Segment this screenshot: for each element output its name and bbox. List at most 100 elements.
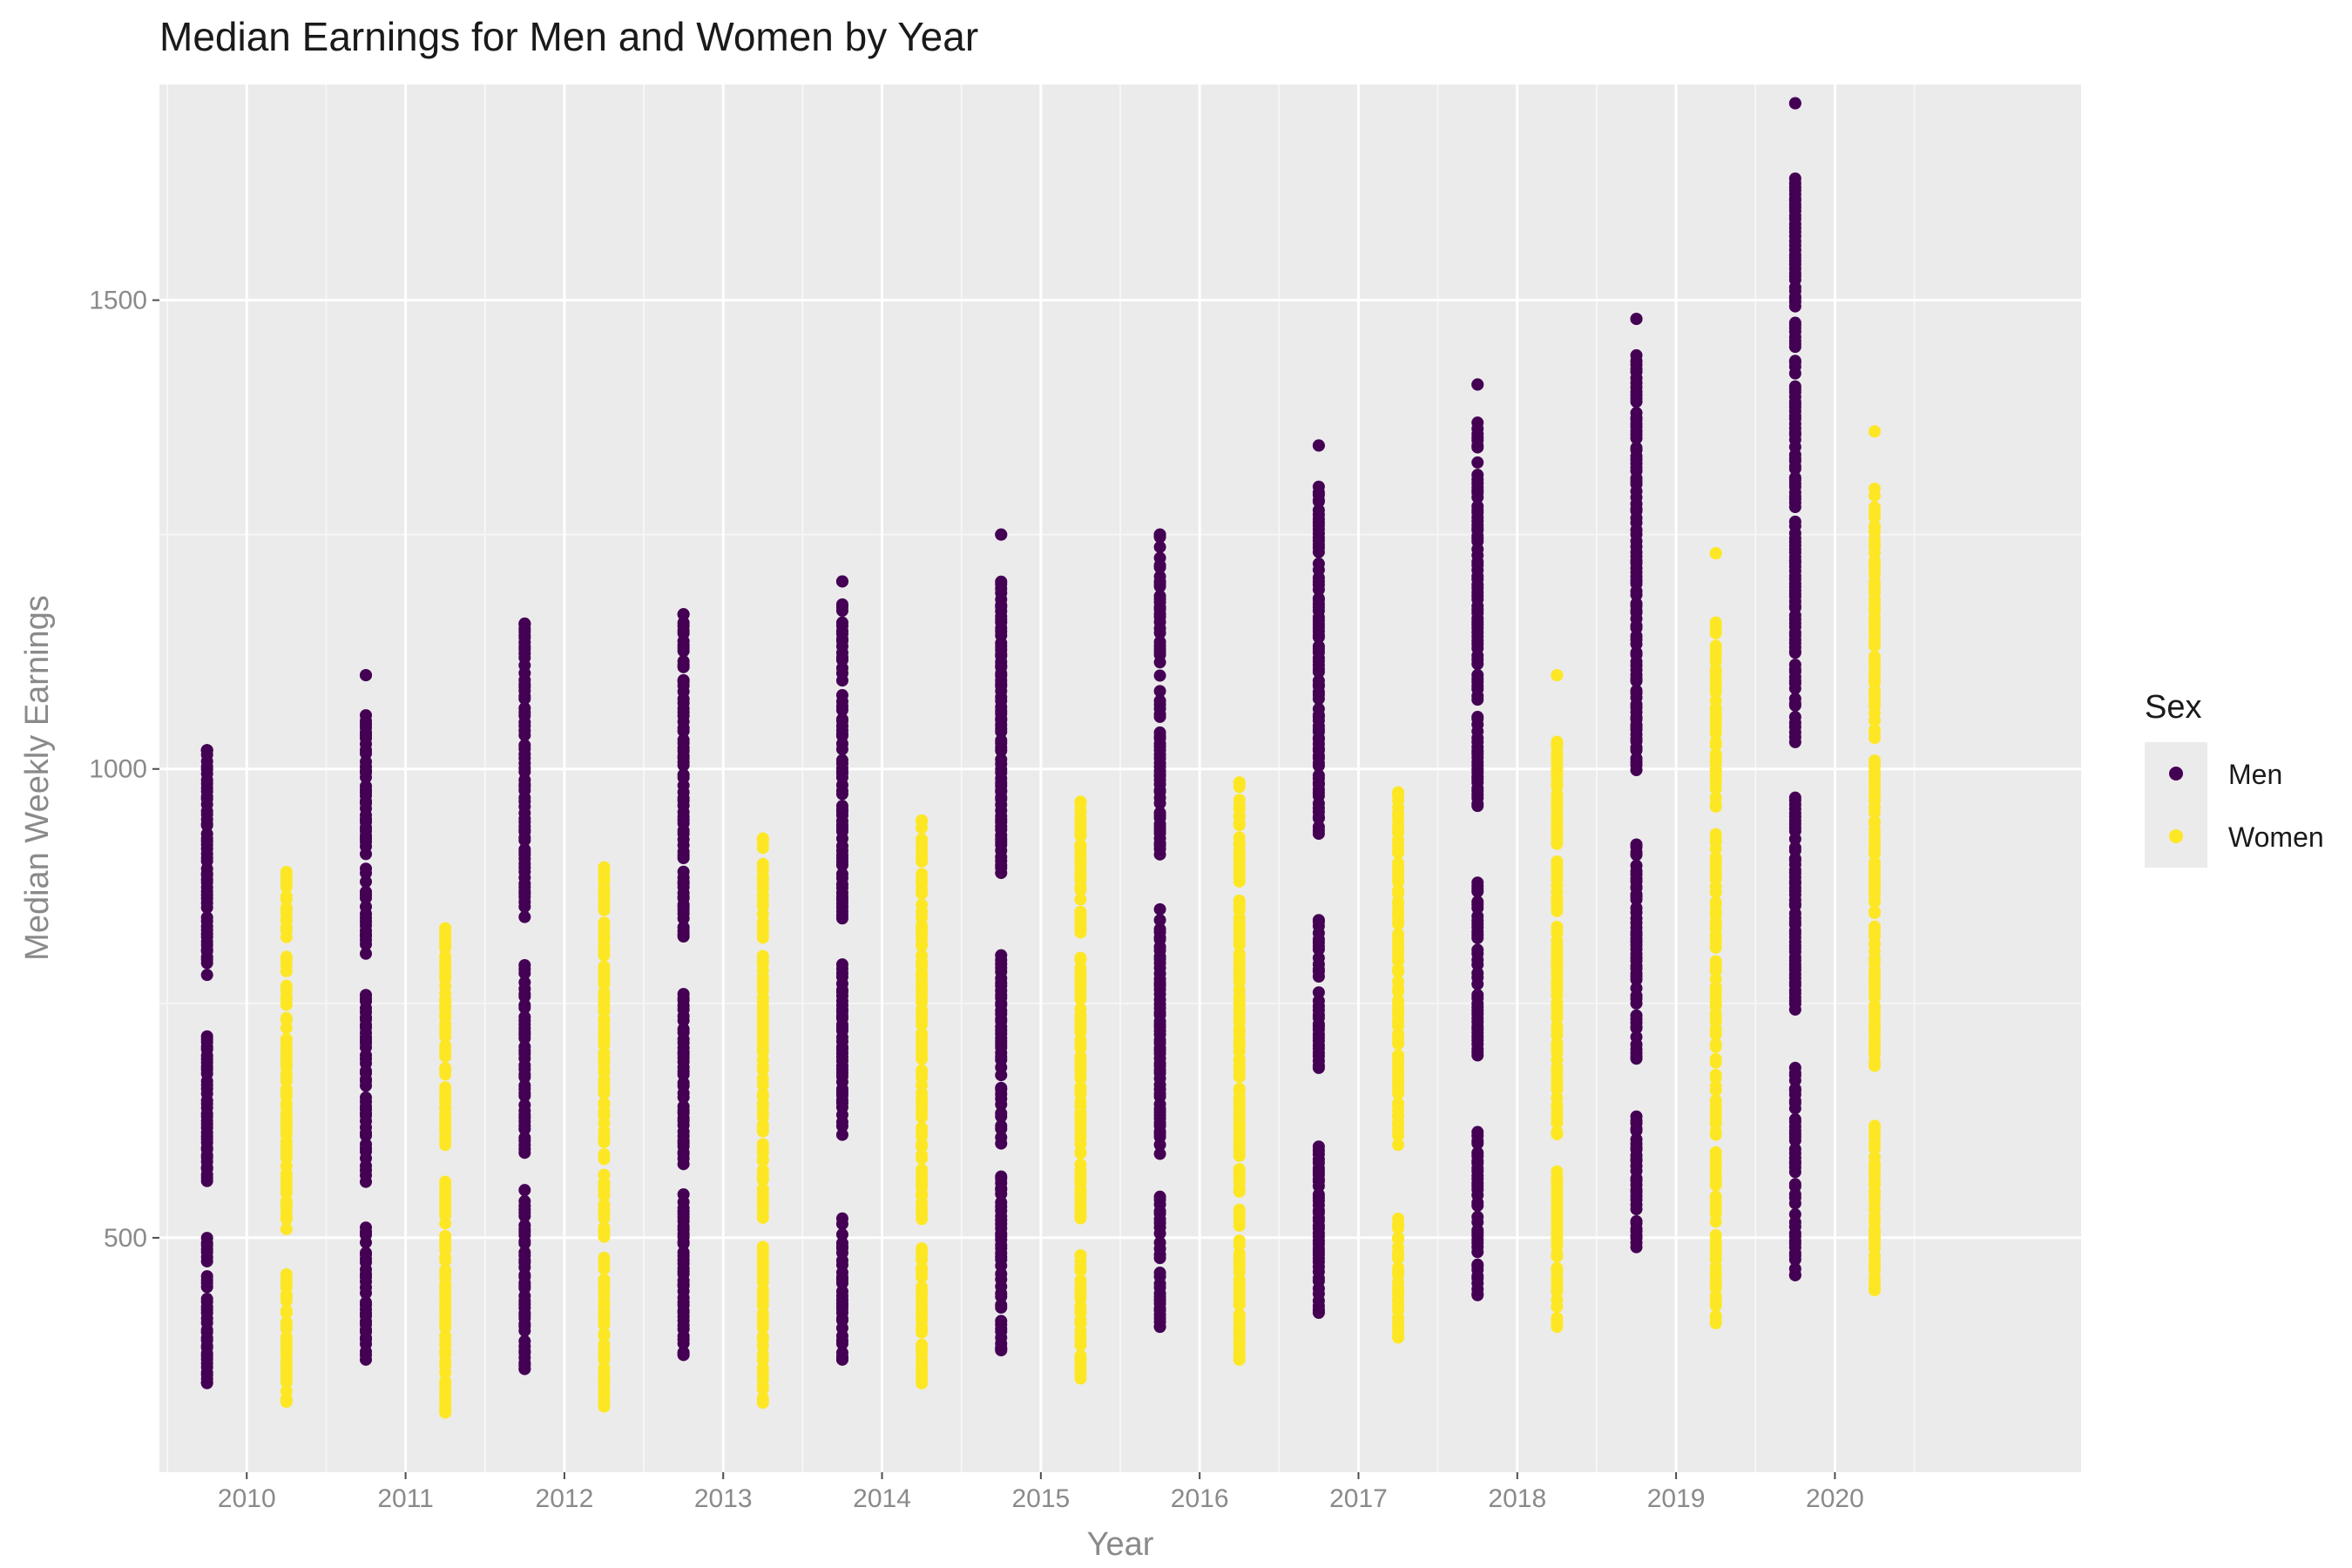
point-women-2014	[916, 1338, 929, 1351]
point-women-2015	[1074, 1003, 1087, 1016]
point-men-2015	[995, 1131, 1008, 1144]
point-women-2013	[756, 1138, 769, 1151]
point-women-2020	[1868, 723, 1881, 736]
point-women-2019	[1709, 1315, 1722, 1328]
point-men-2013	[677, 1246, 690, 1259]
point-women-2019	[1709, 1037, 1722, 1051]
point-men-2012	[518, 1040, 531, 1053]
point-men-2012	[518, 739, 531, 752]
point-men-2019	[1630, 313, 1643, 326]
point-women-2010	[280, 1011, 293, 1024]
point-men-2012	[518, 617, 531, 630]
point-women-2015	[1074, 795, 1087, 808]
point-women-2015	[1074, 1274, 1087, 1287]
chart-title: Median Earnings for Men and Women by Yea…	[159, 14, 978, 59]
point-women-2014	[916, 949, 929, 962]
point-men-2018	[1471, 989, 1484, 1002]
point-men-2010	[200, 911, 213, 924]
point-women-2012	[598, 916, 611, 929]
point-women-2014	[916, 1027, 929, 1040]
point-men-2013	[677, 616, 690, 629]
point-women-2015	[1074, 1080, 1087, 1093]
point-women-2017	[1392, 1329, 1405, 1342]
point-men-2016	[1153, 1147, 1166, 1160]
point-women-2018	[1551, 1125, 1564, 1139]
point-men-2016	[1153, 635, 1166, 648]
point-women-2011	[439, 1329, 452, 1342]
point-men-2017	[1312, 674, 1325, 687]
point-women-2015	[1074, 1158, 1087, 1171]
point-women-2014	[916, 1281, 929, 1294]
point-men-2010	[200, 744, 213, 757]
point-women-2020	[1868, 920, 1881, 933]
y-axis-ticks: 500 1000 1500	[89, 287, 159, 1253]
point-men-2010	[200, 828, 213, 841]
point-men-2020	[1788, 172, 1801, 185]
point-men-2020	[1788, 380, 1801, 393]
point-men-2020	[1788, 711, 1801, 724]
point-men-2013	[677, 1188, 690, 1201]
x-tick-label: 2019	[1647, 1484, 1706, 1513]
point-women-2019	[1709, 1146, 1722, 1159]
point-men-2018	[1471, 711, 1484, 724]
point-women-2020	[1868, 1283, 1881, 1296]
point-men-2018	[1471, 469, 1484, 482]
point-men-2012	[518, 958, 531, 971]
point-women-2016	[1233, 1203, 1246, 1216]
point-men-2012	[518, 1132, 531, 1145]
point-men-2015	[995, 733, 1008, 747]
point-women-2020	[1868, 1151, 1881, 1164]
point-men-2019	[1630, 838, 1643, 851]
point-men-2016	[1153, 540, 1166, 553]
point-women-2017	[1392, 856, 1405, 869]
point-women-2010	[280, 979, 293, 992]
y-tick-label: 1500	[89, 287, 147, 315]
point-women-2014	[916, 868, 929, 881]
point-women-2010	[280, 1032, 293, 1045]
point-women-2012	[598, 1273, 611, 1286]
point-men-2014	[835, 754, 848, 767]
point-women-2017	[1392, 1213, 1405, 1226]
point-women-2010	[280, 1396, 293, 1409]
point-men-2018	[1471, 1258, 1484, 1271]
point-women-2010	[280, 950, 293, 963]
point-men-2015	[995, 753, 1008, 766]
point-men-2010	[200, 1376, 213, 1389]
point-women-2013	[756, 1396, 769, 1409]
point-men-2018	[1471, 876, 1484, 889]
point-women-2011	[439, 1062, 452, 1075]
point-men-2016	[1153, 685, 1166, 698]
point-women-2017	[1392, 786, 1405, 799]
point-men-2017	[1312, 1307, 1325, 1320]
point-men-2020	[1788, 1208, 1801, 1221]
point-men-2010	[200, 1293, 213, 1306]
point-women-2010	[280, 1222, 293, 1235]
point-men-2012	[518, 1184, 531, 1197]
point-men-2020	[1788, 693, 1801, 706]
legend-title: Sex	[2145, 689, 2201, 726]
point-women-2016	[1233, 1234, 1246, 1247]
point-women-2015	[1074, 1372, 1087, 1385]
point-women-2013	[756, 1182, 769, 1195]
point-women-2019	[1709, 1228, 1722, 1241]
point-women-2017	[1392, 928, 1405, 941]
point-men-2012	[518, 1335, 531, 1348]
point-women-2013	[756, 1330, 769, 1343]
point-women-2012	[598, 1362, 611, 1375]
point-women-2015	[1074, 951, 1087, 964]
point-men-2011	[360, 1296, 373, 1309]
minor-gridlines	[159, 84, 2081, 1472]
point-women-2019	[1709, 851, 1722, 864]
point-women-2017	[1392, 1049, 1405, 1062]
x-tick-label: 2016	[1171, 1484, 1229, 1513]
point-women-2019	[1709, 735, 1722, 748]
point-women-2010	[280, 1385, 293, 1398]
point-men-2019	[1630, 1009, 1643, 1022]
point-women-2016	[1233, 1308, 1246, 1321]
point-women-2010	[280, 1267, 293, 1281]
point-women-2011	[439, 1039, 452, 1052]
point-men-2020	[1788, 471, 1801, 484]
point-men-2020	[1788, 355, 1801, 368]
point-men-2018	[1471, 456, 1484, 469]
point-women-2018	[1551, 1321, 1564, 1334]
